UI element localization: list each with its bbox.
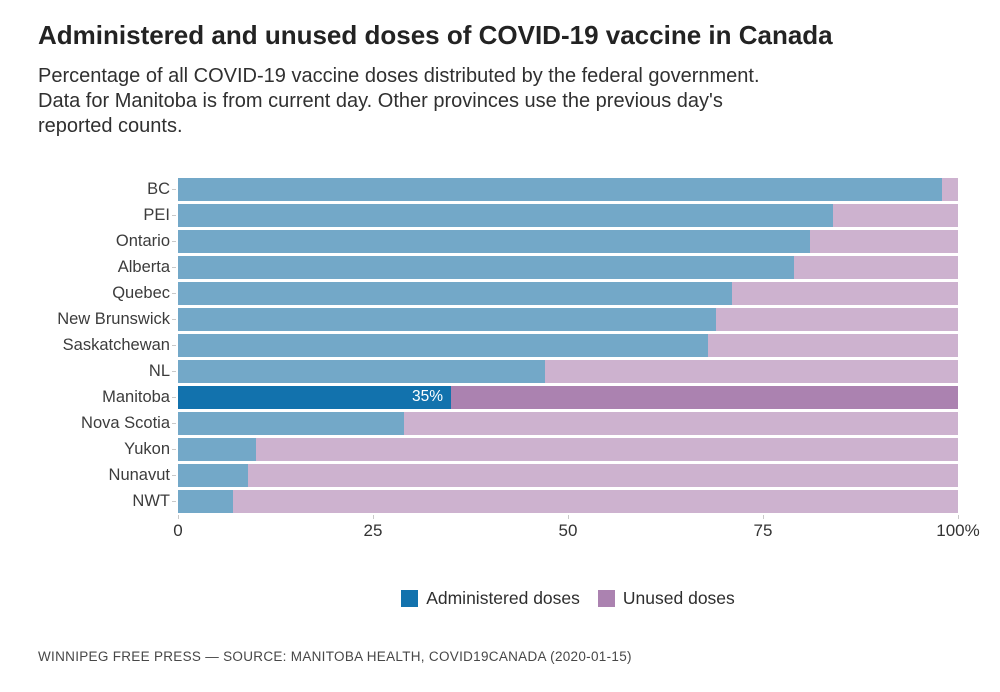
- bar-track: 35%: [172, 385, 958, 409]
- bar-track: [172, 229, 958, 253]
- administered-segment: [178, 229, 810, 253]
- bar-track: [172, 463, 958, 487]
- administered-segment: [178, 281, 732, 305]
- unused-segment: [809, 229, 958, 253]
- unused-segment: [544, 359, 958, 383]
- bar-track: [172, 281, 958, 305]
- bar-row: NL: [38, 358, 962, 384]
- x-axis-tick-label: 50: [558, 521, 578, 541]
- category-label: Manitoba: [102, 387, 170, 406]
- bar-chart: BC PEI Ontario Alberta Quebec New Brunswick Sa…: [38, 176, 980, 542]
- category-label: PEI: [143, 205, 170, 224]
- subtitle-line: Data for Manitoba is from current day. O…: [38, 90, 723, 113]
- bar-row: BC: [38, 176, 962, 202]
- x-axis-tick-label: 75: [753, 521, 773, 541]
- bar-track: [172, 307, 958, 331]
- page: Administered and unused doses of COVID-1…: [38, 20, 980, 665]
- bar-row: Yukon: [38, 436, 962, 462]
- x-axis-tick: [958, 515, 959, 520]
- bar-row: Manitoba 35%: [38, 384, 962, 410]
- category-label: Saskatchewan: [62, 335, 170, 354]
- category-label: NWT: [132, 491, 170, 510]
- bar-track: [172, 359, 958, 383]
- page-title: Administered and unused doses of COVID-1…: [38, 20, 833, 50]
- bar-row: Ontario: [38, 228, 962, 254]
- administered-segment: [178, 255, 795, 279]
- category-label: New Brunswick: [57, 309, 170, 328]
- bar-row: Nova Scotia: [38, 410, 962, 436]
- category-label: Ontario: [115, 231, 170, 250]
- category-label: BC: [147, 179, 170, 198]
- unused-legend-swatch: [597, 590, 615, 608]
- bar-track: [172, 203, 958, 227]
- bar-track: [172, 177, 958, 201]
- legend-label: Administered doses: [426, 588, 580, 609]
- bar-row: Alberta: [38, 254, 962, 280]
- x-axis: 0 25 50 75 100%: [173, 514, 980, 542]
- footer-credit: WINNIPEG FREE PRESS — SOURCE: MANITOBA H…: [38, 649, 632, 665]
- unused-segment: [232, 489, 958, 513]
- unused-segment: [794, 255, 958, 279]
- category-label: NL: [148, 361, 170, 380]
- x-axis-tick-label: 25: [363, 521, 383, 541]
- legend: Administered doses Unused doses: [178, 588, 958, 609]
- unused-segment: [248, 463, 958, 487]
- administered-segment: 35%: [178, 385, 451, 409]
- administered-segment: [178, 463, 249, 487]
- subtitle-line: Percentage of all COVID-19 vaccine doses…: [38, 65, 760, 88]
- bar-track: [172, 411, 958, 435]
- x-axis-tick-label: 0: [173, 521, 183, 541]
- unused-segment: [716, 307, 958, 331]
- category-label: Yukon: [124, 439, 170, 458]
- unused-segment: [404, 411, 958, 435]
- administered-segment: [178, 203, 834, 227]
- category-label: Alberta: [117, 257, 170, 276]
- bar-track: [172, 489, 958, 513]
- bar-track: [172, 437, 958, 461]
- administered-segment: [178, 411, 405, 435]
- administered-segment: [178, 489, 233, 513]
- bar-value-label: 35%: [411, 388, 443, 406]
- administered-segment: [178, 437, 256, 461]
- x-axis-tick: [763, 515, 764, 520]
- subtitle-line: reported counts.: [38, 115, 183, 138]
- bar-row: New Brunswick: [38, 306, 962, 332]
- unused-segment: [451, 385, 958, 409]
- bar-row: Quebec: [38, 280, 962, 306]
- unused-segment: [942, 177, 958, 201]
- plot-area: BC PEI Ontario Alberta Quebec New Brunswick Sa…: [38, 176, 962, 514]
- administered-segment: [178, 359, 545, 383]
- x-axis-tick: [568, 515, 569, 520]
- category-label: Nova Scotia: [81, 413, 170, 432]
- x-axis-tick: [178, 515, 179, 520]
- bar-track: [172, 333, 958, 357]
- category-label: Quebec: [112, 283, 170, 302]
- bar-row: NWT: [38, 488, 962, 514]
- legend-label: Unused doses: [622, 588, 735, 609]
- legend-item-administered: Administered doses: [401, 588, 580, 609]
- legend-item-unused: Unused doses: [597, 588, 735, 609]
- unused-segment: [708, 333, 958, 357]
- x-axis-tick: [373, 515, 374, 520]
- unused-segment: [256, 437, 958, 461]
- bar-row: Saskatchewan: [38, 332, 962, 358]
- bar-track: [172, 255, 958, 279]
- administered-segment: [178, 307, 717, 331]
- unused-segment: [731, 281, 958, 305]
- administered-segment: [178, 177, 943, 201]
- unused-segment: [833, 203, 958, 227]
- administered-legend-swatch: [401, 590, 419, 608]
- chart-subtitle: Percentage of all COVID-19 vaccine doses…: [38, 64, 962, 139]
- administered-segment: [178, 333, 709, 357]
- x-axis-tick-label: 100%: [936, 521, 980, 541]
- bar-row: PEI: [38, 202, 962, 228]
- category-label: Nunavut: [108, 465, 170, 484]
- bar-row: Nunavut: [38, 462, 962, 488]
